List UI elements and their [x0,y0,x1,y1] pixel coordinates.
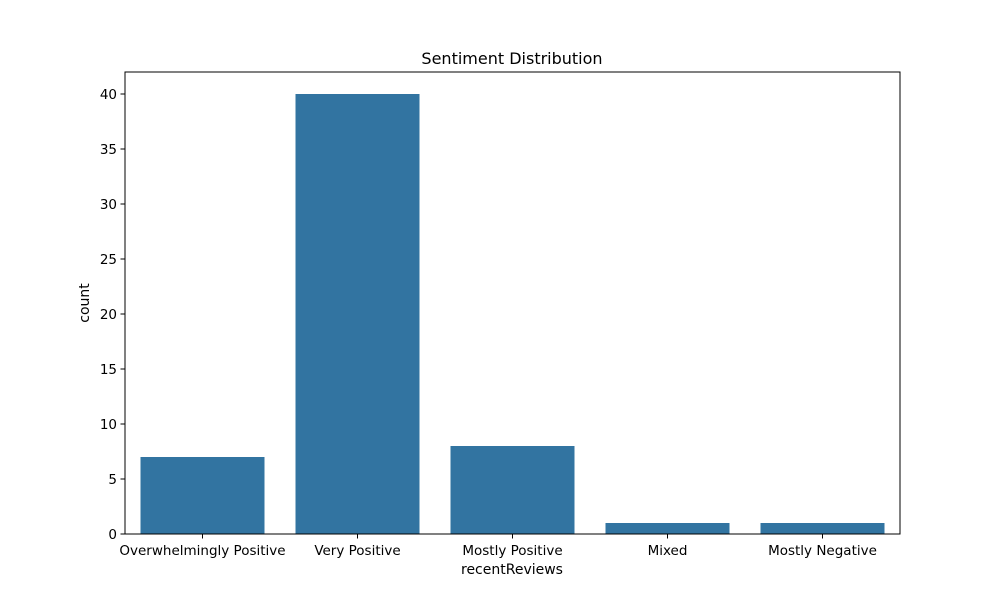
x-tick-label: Overwhelmingly Positive [119,543,285,559]
y-tick-label: 30 [100,197,117,213]
bar-very-positive [295,94,420,534]
plot-frame [124,71,901,535]
bars-layer [140,94,885,534]
bar-mixed [605,523,730,534]
y-tick-label: 25 [100,252,117,268]
x-axis-label: recentReviews [461,562,563,578]
bar-mostly-positive [450,446,575,534]
y-axis-label: count [77,283,93,323]
y-axis-ticks: 0 5 10 15 20 25 30 35 40 [100,87,125,543]
x-tick-label: Mostly Negative [768,543,877,559]
y-tick-label: 35 [100,142,117,158]
y-tick-label: 0 [108,527,117,543]
x-tick-label: Mostly Positive [462,543,562,559]
y-tick-label: 40 [100,87,117,103]
bar-mostly-negative [760,523,885,534]
x-tick-label: Mixed [648,543,688,559]
y-tick-label: 5 [108,472,117,488]
chart-title: Sentiment Distribution [421,49,602,68]
x-tick-label: Very Positive [314,543,400,559]
bar-overwhelmingly-positive [140,457,265,534]
x-axis-ticks: Overwhelmingly Positive Very Positive Most… [119,534,877,559]
y-tick-label: 15 [100,362,117,378]
y-tick-label: 20 [100,307,117,323]
y-tick-label: 10 [100,417,117,433]
